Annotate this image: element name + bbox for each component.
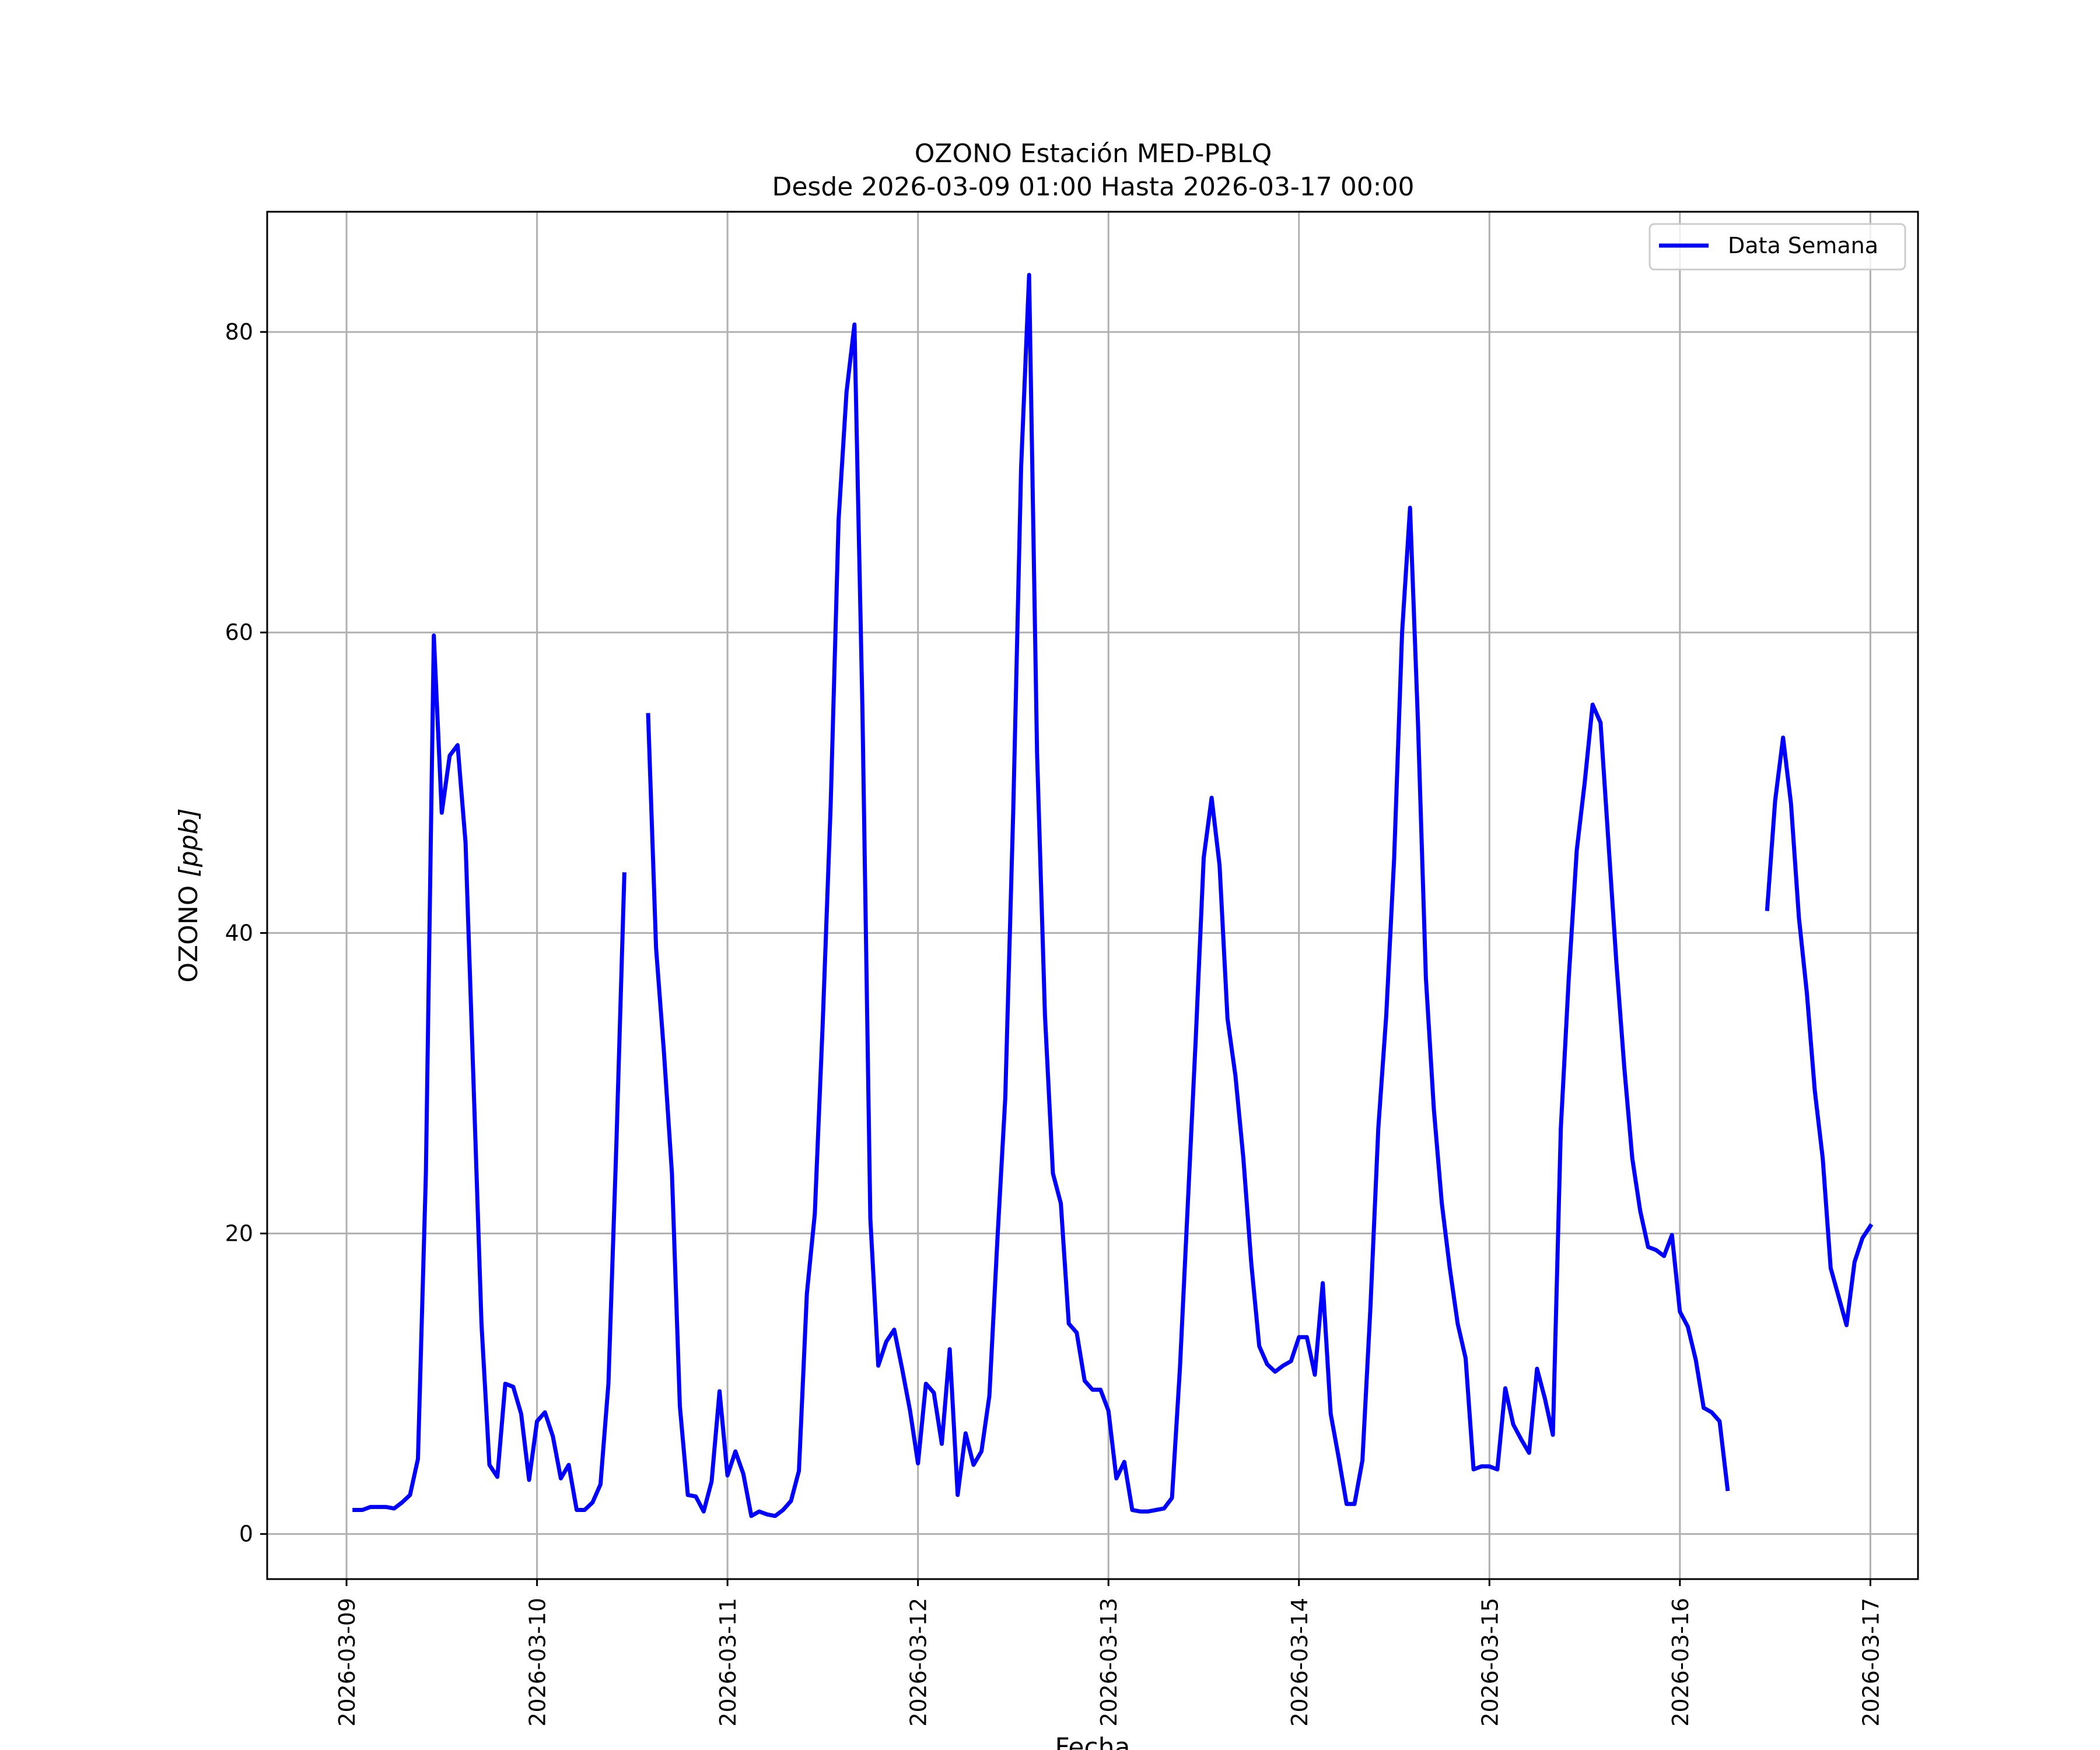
y-tick-label: 0 (239, 1521, 253, 1547)
x-axis: 2026-03-09 2026-03-10 2026-03-11 2026-03-12… (334, 1579, 1884, 1727)
series-line-segment (646, 272, 1730, 1518)
y-tick-label: 40 (225, 920, 253, 946)
x-tick-label: 2026-03-11 (715, 1598, 741, 1727)
x-tick-label: 2026-03-15 (1477, 1598, 1503, 1727)
x-tick-label: 2026-03-12 (906, 1598, 932, 1727)
y-axis: 0 20 40 60 80 (225, 319, 267, 1547)
series-line-segment (1765, 736, 1874, 1328)
x-tick-label: 2026-03-17 (1858, 1598, 1884, 1727)
y-tick-label: 20 (225, 1221, 253, 1247)
x-tick-label: 2026-03-13 (1096, 1598, 1122, 1727)
grid (267, 212, 1918, 1579)
plot-area-frame (266, 211, 1919, 1580)
x-tick-label: 2026-03-09 (334, 1598, 360, 1727)
y-axis-label: OZONO [ppb] (174, 808, 204, 982)
x-tick-label: 2026-03-10 (525, 1598, 551, 1727)
chart-title: OZONO Estación MED-PBLQ (915, 139, 1272, 169)
legend: Data Semana (1648, 223, 1906, 271)
y-tick-label: 80 (225, 319, 253, 345)
x-tick-label: 2026-03-14 (1287, 1598, 1312, 1727)
y-axis-label-unit: [ppb] (174, 808, 204, 877)
legend-box (1648, 223, 1906, 271)
y-axis-label-main: OZONO (174, 877, 204, 983)
series-layer (352, 272, 1874, 1518)
x-axis-label: Fecha (1055, 1732, 1130, 1750)
chart-subtitle: Desde 2026-03-09 01:00 Hasta 2026-03-17 … (772, 172, 1414, 202)
series-line-segment (352, 633, 626, 1512)
legend-label: Data Semana (1728, 233, 1878, 258)
y-tick-label: 60 (225, 620, 253, 645)
x-tick-label: 2026-03-16 (1668, 1598, 1693, 1727)
